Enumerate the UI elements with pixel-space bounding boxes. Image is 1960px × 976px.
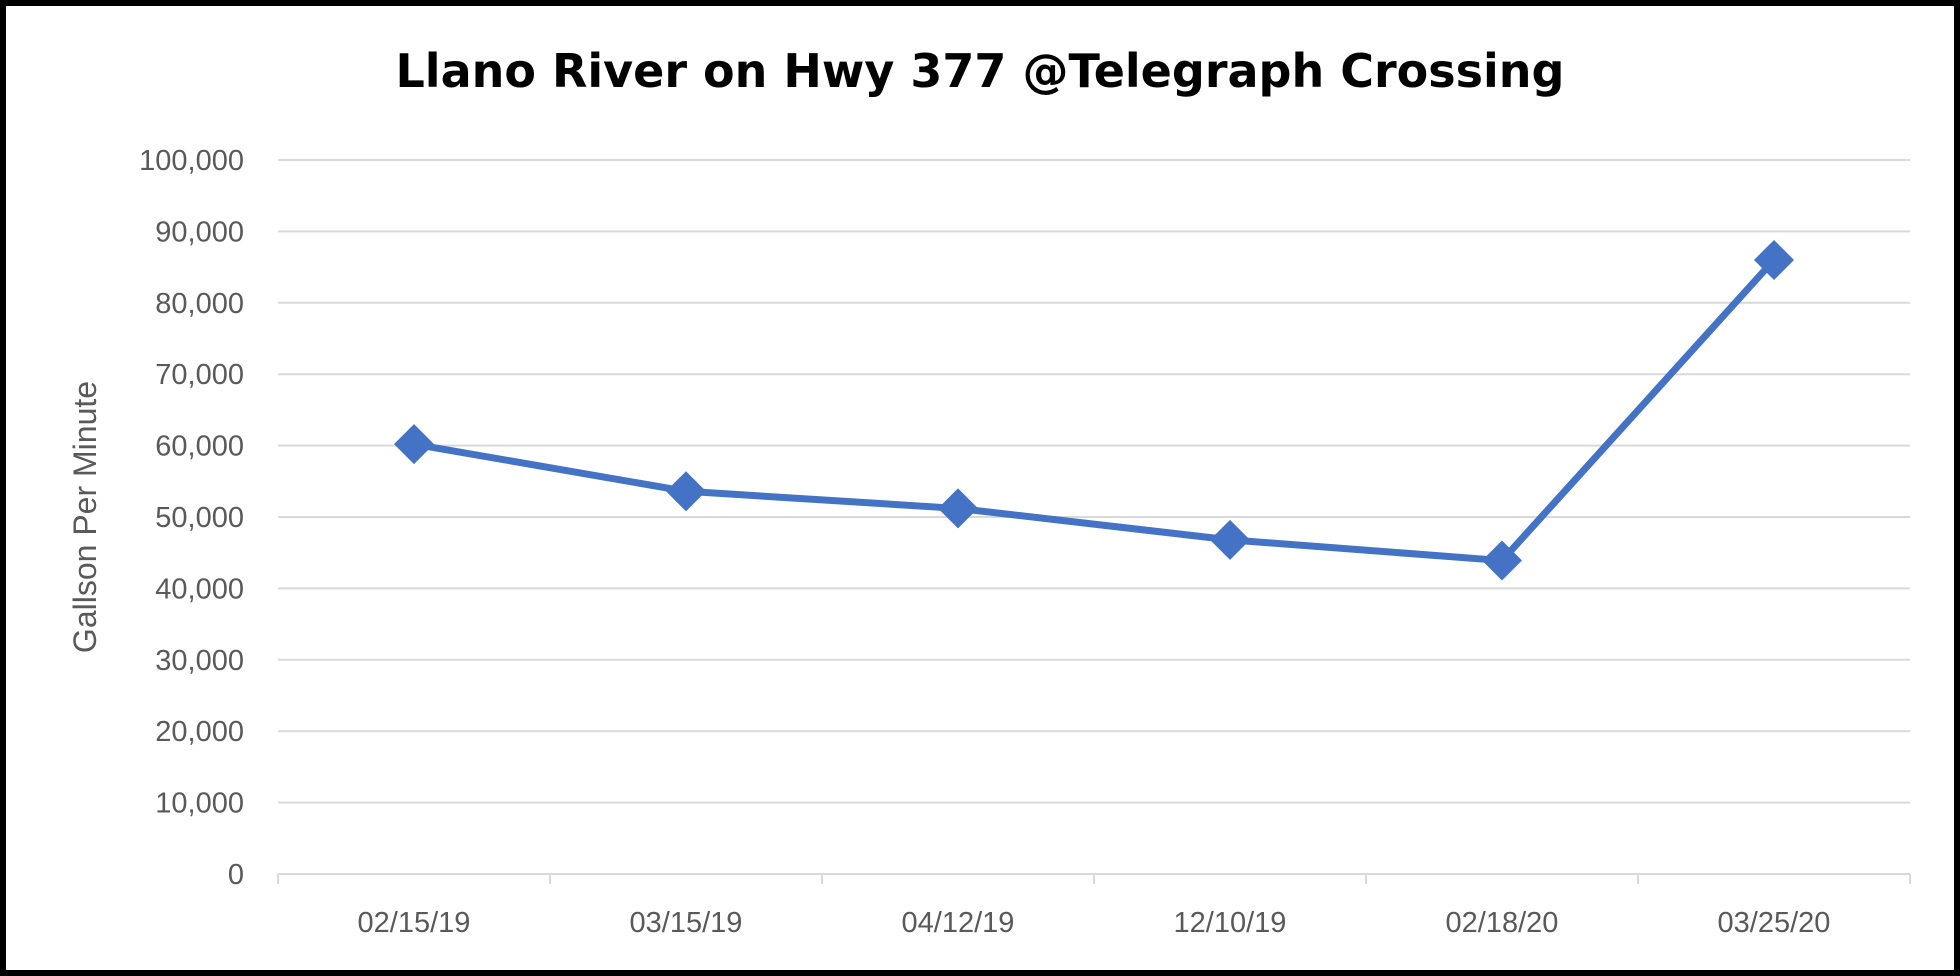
x-axis-tick-labels: 02/15/19 03/15/19 04/12/19 12/10/19 02/18/20… <box>358 907 1831 939</box>
x-tick-label: 02/15/19 <box>358 907 471 939</box>
y-tick-label: 0 <box>228 859 244 891</box>
x-tick-label: 03/15/19 <box>630 907 743 939</box>
y-tick-label: 10,000 <box>155 788 244 820</box>
x-tick-label: 04/12/19 <box>902 907 1015 939</box>
y-tick-label: 90,000 <box>155 216 244 248</box>
y-tick-label: 100,000 <box>139 145 244 177</box>
data-point-marker <box>938 488 978 529</box>
series-line <box>410 256 1778 565</box>
data-point-marker <box>1482 540 1522 581</box>
y-tick-label: 80,000 <box>155 288 244 320</box>
series-line-path <box>410 256 1778 565</box>
data-point-marker <box>1754 239 1794 280</box>
y-tick-label: 50,000 <box>155 502 244 534</box>
x-tick-label: 12/10/19 <box>1174 907 1287 939</box>
y-tick-label: 60,000 <box>155 431 244 463</box>
series-markers <box>394 239 1794 581</box>
data-point-marker <box>666 471 706 512</box>
data-point-marker <box>1210 519 1250 560</box>
y-tick-label: 30,000 <box>155 645 244 677</box>
y-tick-label: 20,000 <box>155 716 244 748</box>
y-tick-label: 40,000 <box>155 573 244 605</box>
x-tick-label: 03/25/20 <box>1718 907 1831 939</box>
y-tick-label: 70,000 <box>155 359 244 391</box>
y-axis-tick-labels: 0 10,000 20,000 30,000 40,000 50,000 60,000 70,… <box>139 145 244 891</box>
y-axis-title: Gallson Per Minute <box>67 381 103 653</box>
chart-title: Llano River on Hwy 377 @Telegraph Crossi… <box>395 44 1565 98</box>
data-point-marker <box>394 424 434 465</box>
x-axis <box>277 873 1911 884</box>
gridlines <box>278 159 1910 804</box>
x-tick-label: 02/18/20 <box>1446 907 1559 939</box>
